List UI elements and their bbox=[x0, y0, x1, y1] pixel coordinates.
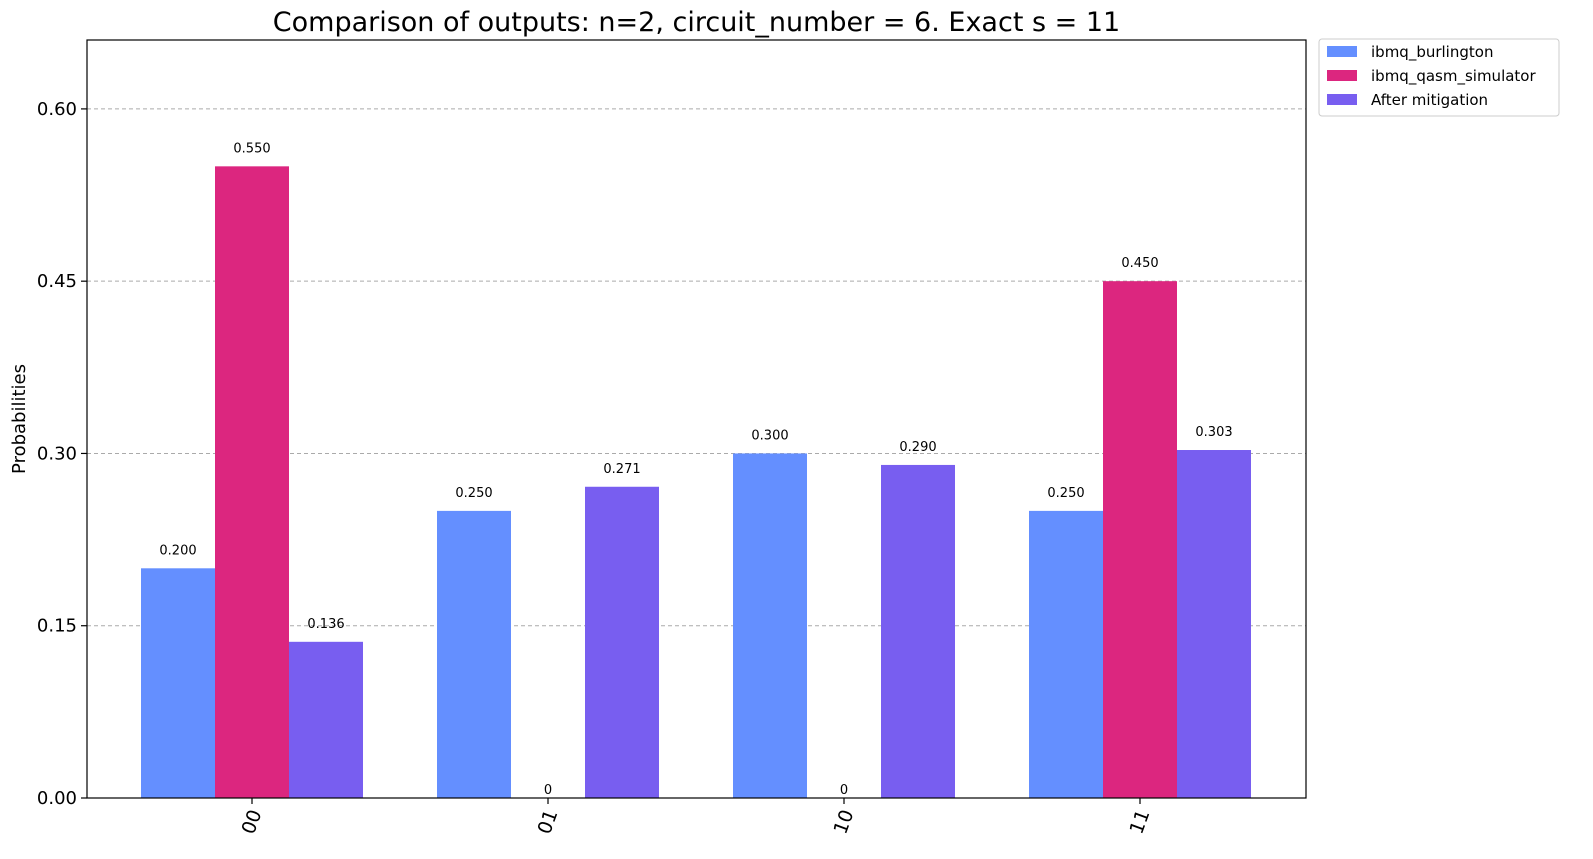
bar-value-label: 0.250 bbox=[1047, 486, 1084, 501]
bar-value-label: 0.303 bbox=[1195, 425, 1232, 440]
legend-box bbox=[1318, 38, 1560, 117]
bar-value-label: 0.300 bbox=[751, 428, 788, 443]
bar-after-mitigation-01 bbox=[585, 486, 659, 798]
legend-swatch bbox=[1327, 70, 1357, 81]
bar-value-label: 0.450 bbox=[1121, 256, 1158, 271]
bar-value-label: 0.550 bbox=[233, 141, 270, 156]
legend-entry-label: ibmq_burlington bbox=[1371, 43, 1493, 62]
bar-after-mitigation-10 bbox=[881, 464, 955, 798]
bar-ibmq-qasm-simulator-00 bbox=[215, 166, 289, 799]
bar-value-label: 0.200 bbox=[159, 543, 196, 558]
bar-value-label: 0 bbox=[840, 783, 848, 798]
bar-value-label: 0.136 bbox=[307, 617, 344, 632]
y-tick-label: 0.60 bbox=[37, 99, 77, 120]
y-tick-label: 0.00 bbox=[37, 788, 77, 809]
legend-swatch bbox=[1327, 94, 1357, 105]
legend: ibmq_burlington ibmq_qasm_simulator After … bbox=[1318, 38, 1560, 117]
bar-ibmq-burlington-01 bbox=[437, 510, 511, 798]
bar-ibmq-burlington-11 bbox=[1029, 510, 1103, 798]
legend-swatch bbox=[1327, 46, 1357, 57]
bar-value-label: 0.271 bbox=[603, 462, 640, 477]
bar-after-mitigation-00 bbox=[289, 641, 363, 798]
bar-ibmq-burlington-10 bbox=[733, 453, 807, 798]
bar-value-label: 0.290 bbox=[899, 440, 936, 455]
bar-ibmq-burlington-00 bbox=[141, 568, 215, 798]
x-tick-label: 01 bbox=[534, 807, 563, 837]
bar-value-label: 0 bbox=[544, 783, 552, 798]
bars bbox=[141, 166, 1251, 799]
legend-entry-label: After mitigation bbox=[1371, 91, 1488, 109]
bar-after-mitigation-11 bbox=[1177, 450, 1251, 798]
x-tick-label: 00 bbox=[238, 807, 267, 837]
y-tick-label: 0.30 bbox=[37, 443, 77, 464]
legend-entry-label: ibmq_qasm_simulator bbox=[1371, 67, 1536, 86]
bar-value-label: 0.250 bbox=[455, 486, 492, 501]
plot-frame bbox=[86, 39, 1307, 799]
bar-ibmq-qasm-simulator-11 bbox=[1103, 281, 1177, 798]
y-tick-label: 0.45 bbox=[37, 271, 77, 292]
chart-title: Comparison of outputs: n=2, circuit_numb… bbox=[273, 7, 1120, 38]
x-tick-label: 11 bbox=[1126, 807, 1155, 837]
x-tick-label: 10 bbox=[830, 807, 859, 837]
bar-value-labels: 0.200 0.550 0.136 0.250 0 0.271 0.300 0 0.290 0.2… bbox=[159, 141, 1232, 798]
y-tick-label: 0.15 bbox=[37, 616, 77, 637]
y-axis-label: Probabilities bbox=[9, 364, 30, 474]
